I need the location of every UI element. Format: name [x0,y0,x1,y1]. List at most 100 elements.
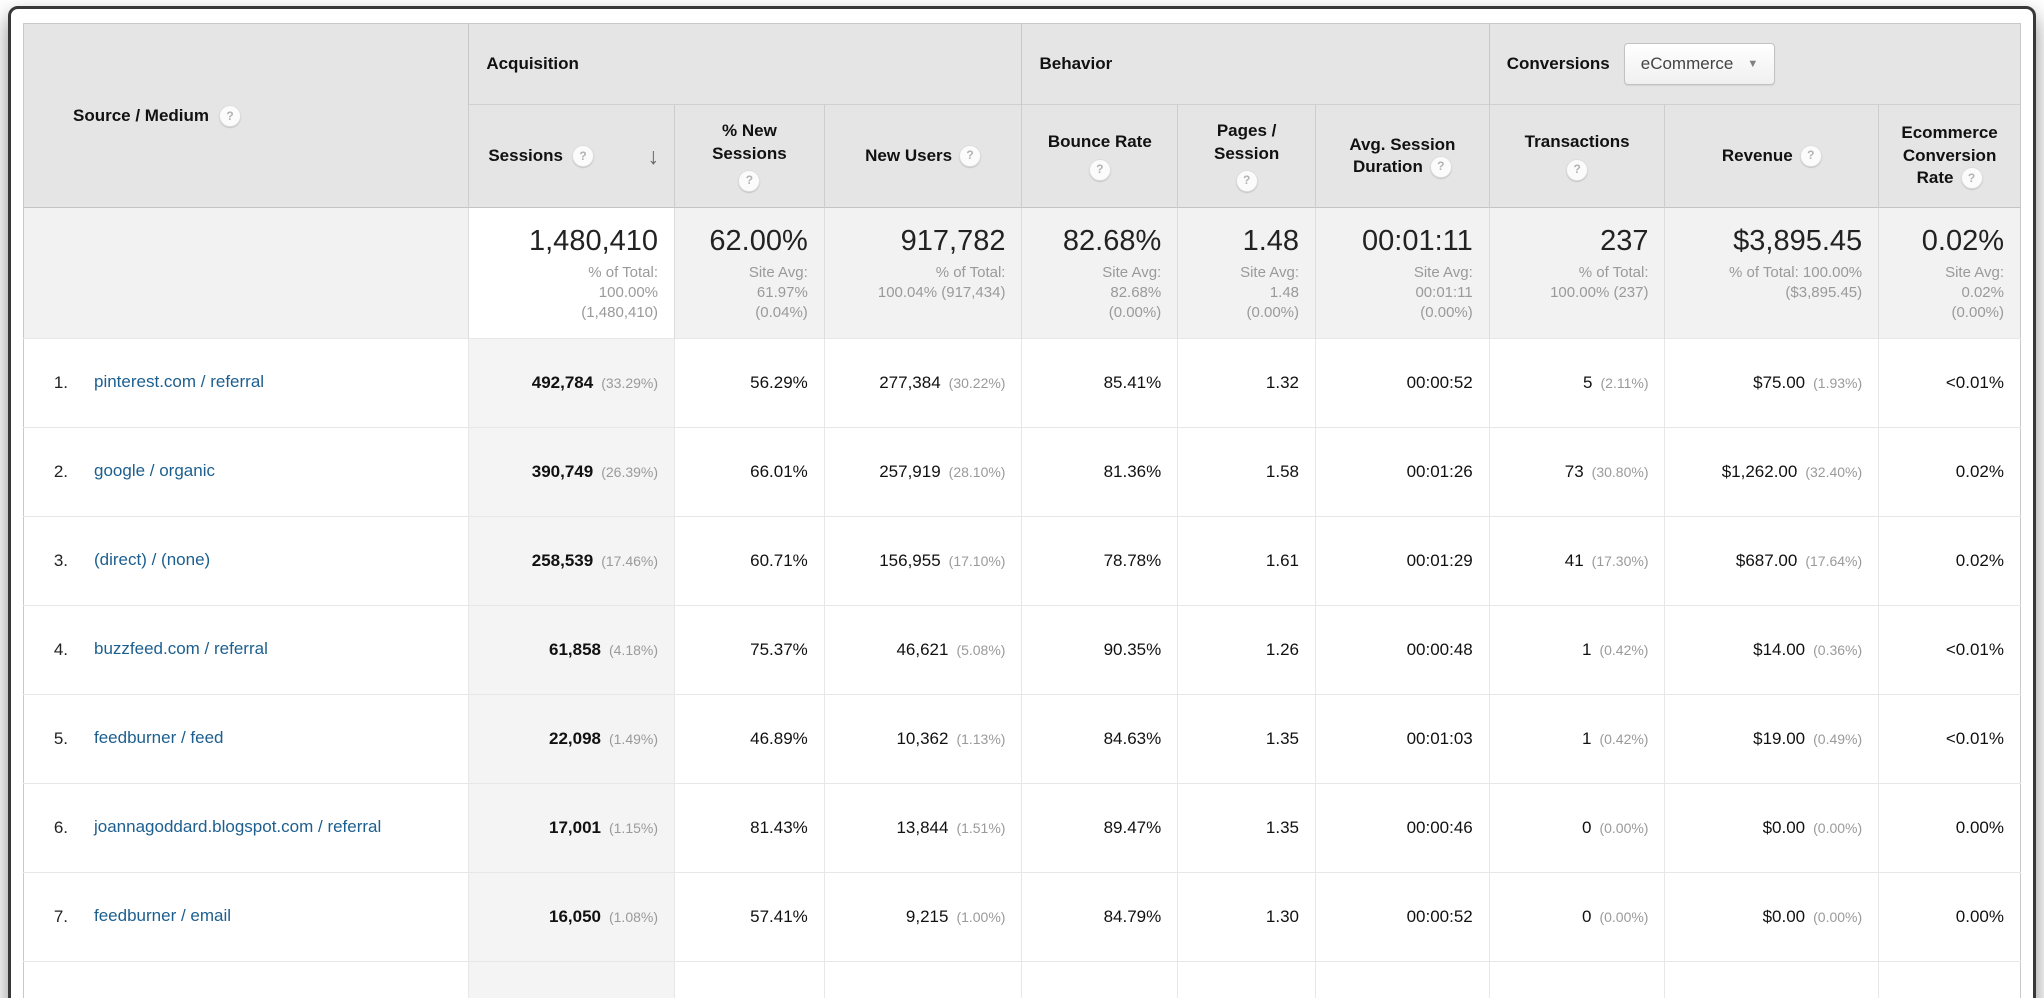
cell-bounce-rate: 81.36% [1021,426,1178,517]
column-header-ecommerce-conversion-rate[interactable]: Ecommerce Conversion Rate? [1878,104,2021,208]
cell-transactions: 5 (2.11%) [1488,337,1665,428]
row-rank: 6. [53,817,68,837]
cell-bounce-rate: 84.79% [1021,871,1178,962]
source-medium-link[interactable]: joannagoddard.blogspot.com / referral [94,817,382,837]
cell-new-users: 12,470(1.36%) [823,960,1022,998]
sort-descending-icon[interactable]: ↓ [647,142,660,169]
cell-sessions: 22,098 (1.49%) [468,693,675,784]
cell-avg-session-duration: 00:01:29 [1315,515,1490,606]
column-label: Rate? [1917,167,1983,190]
column-header-pct-new-sessions[interactable]: % New Sessions? [674,104,825,208]
behavior-group-label: Behavior [1039,54,1113,73]
help-icon[interactable]: ? [738,169,761,192]
column-header-pages-session[interactable]: Pages / Session? [1177,104,1316,208]
cell-sessions: 17,001 (1.15%) [468,782,675,873]
cell-ecommerce-conversion-rate: <0.01% [1878,604,2021,695]
conversions-goal-selected: eCommerce [1640,54,1734,73]
help-icon[interactable]: ? [959,145,982,167]
cell-source-medium: 3. (direct) / (none) [23,515,469,606]
cell-pages-session: 1.35 [1177,693,1316,784]
cell-transactions: 0(0.00%) [1488,782,1665,873]
source-medium-link[interactable]: buzzfeed.com / referral [94,639,268,659]
help-icon[interactable]: ? [219,104,242,127]
column-label: Ecommerce [1901,123,1998,143]
summary-subtext: % of Total: 100.00% (1,480,410) [581,263,659,322]
source-medium-link[interactable]: (direct) / (none) [94,550,211,570]
summary-subtext: % of Total: 100.00% ($3,895.45) [1729,263,1863,302]
source-medium-link[interactable]: feedburner / email [94,906,232,926]
help-icon[interactable]: ? [1088,158,1111,181]
summary-subtext: Site Avg: 82.68% (0.00%) [1102,263,1162,322]
table-row: 1. pinterest.com / referral 492,784 (33.29%… [23,337,2021,428]
summary-value: 0.02% [1921,225,2004,257]
help-icon[interactable]: ? [1960,167,1983,190]
help-icon[interactable]: ? [1566,158,1589,181]
cell-ecommerce-conversion-rate: <0.01% [1878,693,2021,784]
cell-transactions: 1 (0.42%) [1488,604,1665,695]
cell-pct-new-sessions: 66.01% [674,426,825,517]
summary-sessions: 1,480,410 % of Total: 100.00% (1,480,410) [468,207,675,339]
column-header-new-users[interactable]: New Users? [823,104,1022,208]
screenshot-frame: Source / Medium ? Acquisition Behavior C… [8,6,2036,998]
cell-pages-session: 1.58 [1177,426,1316,517]
cell-pages-session: 1.30 [1177,871,1316,962]
group-header-behavior: Behavior [1021,23,1490,105]
cell-avg-session-duration: 00:00:48 [1315,604,1490,695]
column-header-revenue[interactable]: Revenue? [1664,104,1879,208]
column-label: New Users? [865,145,982,167]
cell-pct-new-sessions: 46.89% [674,693,825,784]
help-icon[interactable]: ? [1799,145,1822,167]
cell-transactions: 41 (17.30%) [1488,515,1665,606]
cell-new-users: 13,844 (1.51%) [823,782,1022,873]
column-label: Sessions [712,143,787,163]
conversions-goal-dropdown[interactable]: eCommerce ▼ [1623,43,1776,85]
source-medium-link[interactable]: feedburner / feed [94,728,224,748]
cell-avg-session-duration: 00:00:46 [1315,782,1490,873]
source-medium-label: Source / Medium [73,105,210,125]
row-rank: 8. [24,996,68,998]
summary-value: 82.68% [1062,225,1162,257]
table-row: 4. buzzfeed.com / referral 61,858 (4.18%) 75… [23,604,2021,695]
summary-subtext: % of Total: 100.04% (917,434) [877,263,1006,302]
cell-pages-session: 1.29 [1177,960,1316,998]
column-header-source-medium[interactable]: Source / Medium ? [23,23,469,208]
column-header-bounce-rate[interactable]: Bounce Rate? [1021,104,1178,208]
summary-new-users: 917,782 % of Total: 100.04% (917,434) [823,207,1022,339]
summary-transactions: 237 % of Total: 100.00% (237) [1488,207,1665,339]
column-label: Revenue? [1722,145,1822,167]
cell-pages-session: 1.61 [1177,515,1316,606]
help-icon[interactable]: ? [571,145,594,167]
column-header-transactions[interactable]: Transactions? [1488,104,1665,208]
cell-sessions: 390,749 (26.39%) [468,426,675,517]
cell-revenue: $0.00(0.00%) [1664,782,1879,873]
row-rank: 5. [53,728,68,748]
group-header-conversions: Conversions eCommerce ▼ [1488,23,2021,105]
summary-row: 1,480,410 % of Total: 100.00% (1,480,410)… [23,207,2021,339]
help-icon[interactable]: ? [1235,169,1258,192]
summary-pages-session: 1.48 Site Avg: 1.48 (0.00%) [1177,207,1316,339]
table-row: 2. google / organic 390,749 (26.39%) 66.01% 2… [23,426,2021,517]
source-medium-link[interactable]: m.facebook.com / referral [94,994,287,998]
column-label: Duration? [1353,156,1452,179]
column-label: Pages / [1216,121,1277,141]
cell-ecommerce-conversion-rate: <0.01% [1878,337,2021,428]
cell-pct-new-sessions: 60.71% [674,515,825,606]
source-medium-link[interactable]: pinterest.com / referral [94,372,265,392]
summary-subtext: Site Avg: 1.48 (0.00%) [1240,263,1300,322]
cell-pages-session: 1.26 [1177,604,1316,695]
column-header-avg-session-duration[interactable]: Avg. Session Duration? [1315,104,1490,208]
row-rank: 1. [53,372,68,392]
cell-source-medium: 6. joannagoddard.blogspot.com / referral [23,782,469,873]
column-header-sessions[interactable]: Sessions? ↓ [468,104,675,208]
source-medium-link[interactable]: google / organic [94,461,215,481]
table-row: 8. m.facebook.com / referral 15,102(1.02%)… [23,960,2021,998]
cell-new-users: 10,362 (1.13%) [823,693,1022,784]
cell-revenue: $19.00 (0.49%) [1664,693,1879,784]
cell-revenue: $0.00(0.00%) [1664,960,1879,998]
summary-subtext: % of Total: 100.00% (237) [1550,263,1649,302]
summary-value: 237 [1600,225,1649,257]
cell-new-users: 9,215 (1.00%) [823,871,1022,962]
cell-new-users: 277,384 (30.22%) [823,337,1022,428]
table-row: 3. (direct) / (none) 258,539 (17.46%) 60.71%… [23,515,2021,606]
help-icon[interactable]: ? [1429,156,1452,179]
